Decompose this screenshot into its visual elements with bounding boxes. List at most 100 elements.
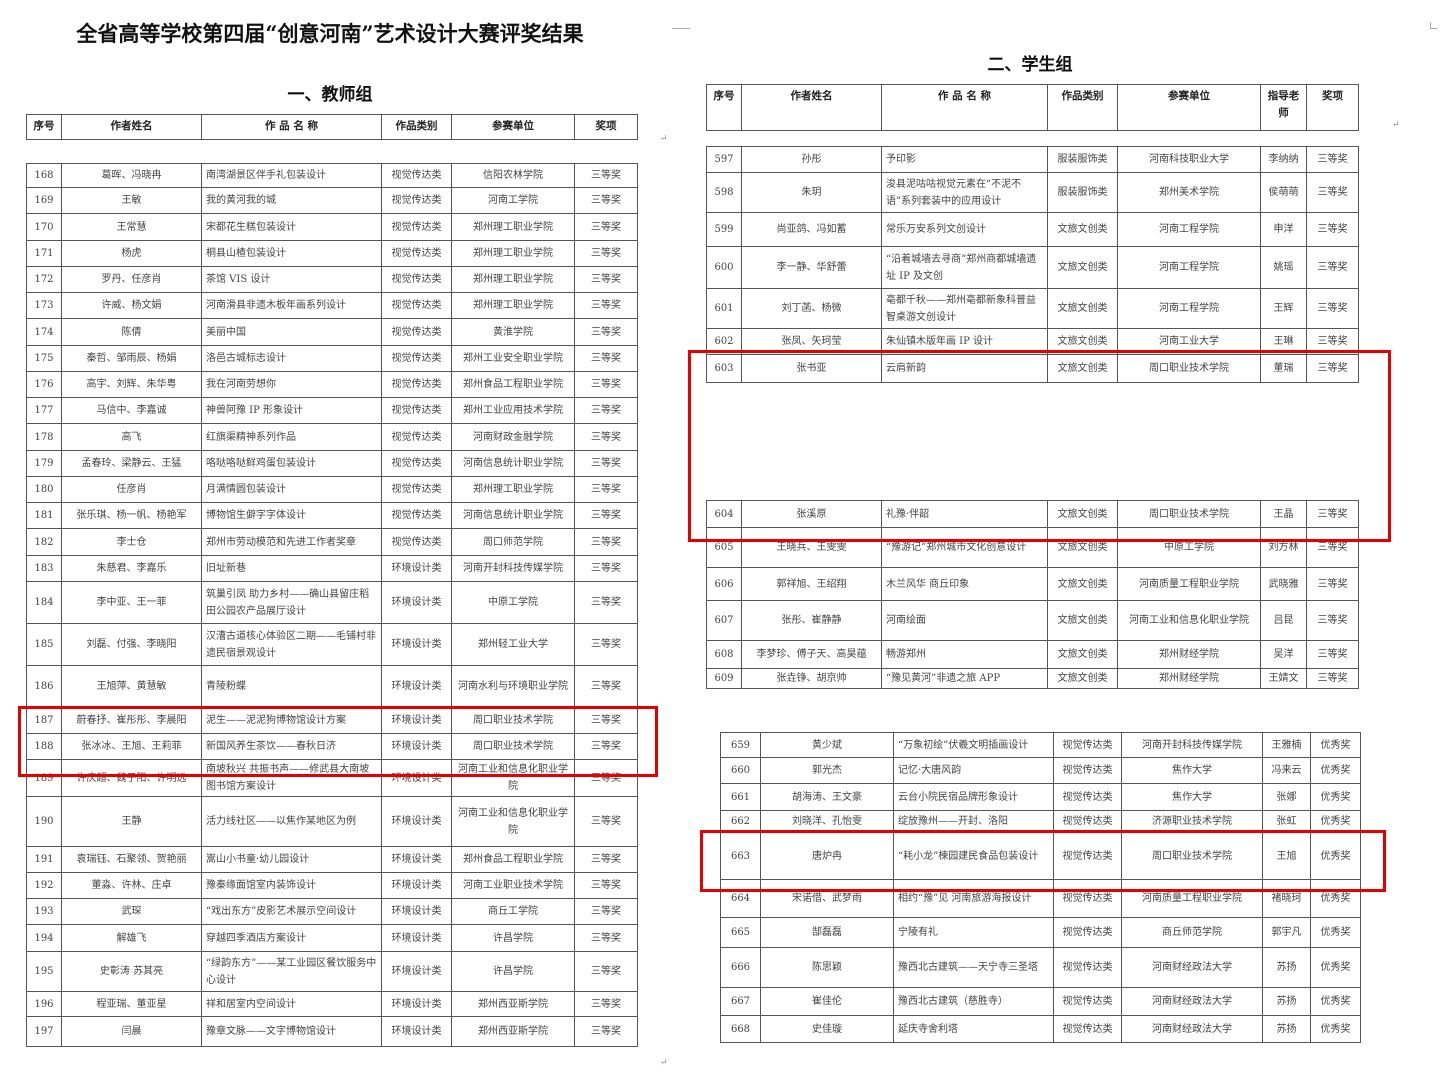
table-row: 601 刘丁菡、杨微 亳都千秋——郑州亳都新象科普益智桌游文创设计 文旅文创类 河南工程…	[706, 288, 1359, 329]
cell-number: 183	[26, 555, 62, 582]
cell-award: 三等奖	[574, 318, 638, 346]
cell-institution: 周口职业技术学院	[451, 707, 575, 734]
table-row: 193 武琛 “戏出东方”皮影艺术展示空间设计 环境设计类 商丘工学院 三等奖	[26, 898, 638, 925]
cell-category: 环境设计类	[381, 759, 452, 797]
cell-work-title: “绿韵东方”——某工业园区餐饮服务中心设计	[201, 951, 382, 992]
cell-award: 三等奖	[1306, 146, 1359, 173]
cell-institution: 周口师范学院	[451, 528, 575, 556]
column-header: 作者姓名	[61, 114, 202, 140]
cell-authors: 尚亚鸽、冯如蓄	[741, 212, 882, 247]
cell-category: 视觉传达类	[381, 345, 452, 372]
cell-work-title: “耗小龙”楝园建民食品包装设计	[893, 832, 1054, 880]
cell-institution: 郑州理工职业学院	[451, 292, 575, 319]
cell-number: 177	[26, 397, 62, 424]
cell-institution: 郑州西亚斯学院	[451, 991, 575, 1017]
cell-number: 667	[720, 987, 761, 1016]
cell-institution: 河南工业和信息化职业学院	[451, 759, 575, 797]
cell-award: 优秀奖	[1310, 783, 1361, 811]
cell-category: 视觉传达类	[381, 450, 452, 477]
table-row: 663 唐炉冉 “耗小龙”楝园建民食品包装设计 视觉传达类 周口职业技术学院 王旭 优秀奖	[720, 832, 1361, 880]
cell-institution: 中原工学院	[1117, 527, 1261, 568]
cell-work-title: 畅游郑州	[881, 640, 1048, 669]
cell-authors: 史佳璇	[760, 1015, 894, 1043]
cell-award: 三等奖	[574, 991, 638, 1017]
cell-number: 185	[26, 623, 62, 666]
cell-institution: 郑州理工职业学院	[451, 266, 575, 293]
cell-award: 三等奖	[574, 707, 638, 734]
cell-number: 609	[706, 668, 742, 689]
cell-number: 601	[706, 288, 742, 329]
cell-work-title: “豫见黄河”非遗之旅 APP	[881, 668, 1048, 689]
table-row: 661 胡海涛、王文豪 云台小院民宿品牌形象设计 视觉传达类 焦作大学 张娜 优秀奖	[720, 783, 1361, 811]
cell-award: 三等奖	[574, 1016, 638, 1047]
cell-category: 视觉传达类	[381, 213, 452, 241]
cell-authors: 闫晨	[61, 1016, 202, 1047]
cell-institution: 河南工程学院	[1117, 288, 1261, 329]
paragraph-mark: ↵	[1392, 120, 1400, 130]
student-group-heading: 二、学生组	[987, 55, 1073, 75]
cell-advisor: 苏扬	[1262, 1015, 1311, 1043]
cell-number: 666	[720, 947, 761, 988]
cell-work-title: 木兰风华 商丘印象	[881, 567, 1048, 601]
cell-work-title: 南湾湖景区伴手礼包装设计	[201, 163, 382, 188]
table-row: 175 秦哲、邹雨辰、杨娟 洛邑古城标志设计 视觉传达类 郑州工业安全职业学院 三等奖	[26, 345, 638, 372]
table-row: 187 蔚春抒、崔彤彤、李晨阳 泥生——泥泥狗博物馆设计方案 环境设计类 周口职业技术学…	[26, 707, 638, 734]
cell-category: 文旅文创类	[1047, 668, 1118, 689]
teacher-group-heading: 一、教师组	[287, 85, 373, 105]
table-row: 667 崔佳伦 豫西北古建筑（慈胜寺） 视觉传达类 河南财经政法大学 苏扬 优秀奖	[720, 987, 1361, 1016]
cell-authors: 杨虎	[61, 240, 202, 267]
cell-number: 171	[26, 240, 62, 267]
cell-institution: 河南水利与环境职业学院	[451, 665, 575, 708]
cell-work-title: 礼豫·伴韶	[881, 500, 1048, 528]
cell-number: 607	[706, 600, 742, 641]
student-results-table-excellence: 659 黄少斌 “万象初绘”伏羲文明插画设计 视觉传达类 河南开封科技传媒学院 王雅楠 优秀…	[720, 732, 1361, 1043]
cell-award: 优秀奖	[1310, 917, 1361, 948]
table-row: 180 任彦肖 月满情圆包装设计 视觉传达类 郑州理工职业学院 三等奖	[26, 476, 638, 503]
cell-award: 三等奖	[574, 187, 638, 214]
cell-work-title: 汉漕古道核心体验区二期——毛铺村非遗民宿景观设计	[201, 623, 382, 666]
cell-category: 环境设计类	[381, 1016, 452, 1047]
cell-authors: 董淼、许林、庄卓	[61, 872, 202, 899]
cell-award: 三等奖	[574, 924, 638, 952]
cell-category: 视觉传达类	[381, 318, 452, 346]
cell-advisor: 申洋	[1260, 212, 1307, 247]
cell-work-title: 洛邑古城标志设计	[201, 345, 382, 372]
cell-award: 三等奖	[574, 759, 638, 797]
cell-number: 184	[26, 581, 62, 624]
cell-authors: 罗丹、任彦肖	[61, 266, 202, 293]
cell-category: 文旅文创类	[1047, 500, 1118, 528]
cell-institution: 周口职业技术学院	[451, 733, 575, 760]
cell-award: 三等奖	[1306, 527, 1359, 568]
cell-work-title: 予印影	[881, 146, 1048, 173]
cell-category: 环境设计类	[381, 555, 452, 582]
cell-number: 187	[26, 707, 62, 734]
cell-work-title: 浚县泥咕咕视觉元素在“不泥不语”系列套装中的应用设计	[881, 172, 1048, 213]
cell-award: 优秀奖	[1310, 987, 1361, 1016]
table-row: 598 朱玥 浚县泥咕咕视觉元素在“不泥不语”系列套装中的应用设计 服装服饰类 郑州美术…	[706, 172, 1359, 213]
cell-authors: 宋诺借、武梦雨	[760, 879, 894, 918]
cell-category: 环境设计类	[381, 733, 452, 760]
cell-category: 文旅文创类	[1047, 567, 1118, 601]
cell-work-title: 桐县山楂包装设计	[201, 240, 382, 267]
table-row: 607 张彤、崔静静 河南绘面 文旅文创类 河南工业和信息化职业学院 吕昆 三等奖	[706, 600, 1359, 641]
cell-institution: 河南财经政法大学	[1121, 1015, 1263, 1043]
cell-award: 优秀奖	[1310, 757, 1361, 784]
cell-category: 视觉传达类	[381, 423, 452, 451]
cell-work-title: 咯哒咯哒鲜鸡蛋包装设计	[201, 450, 382, 477]
cell-category: 环境设计类	[381, 872, 452, 899]
cell-authors: 胡海涛、王文豪	[760, 783, 894, 811]
cell-authors: 武琛	[61, 898, 202, 925]
column-header: 作 品 名 称	[201, 114, 382, 140]
column-header: 作品类别	[381, 114, 452, 140]
cell-award: 三等奖	[574, 898, 638, 925]
table-row: 186 王旭萍、黄慧敏 青陵粉蝶 环境设计类 河南水利与环境职业学院 三等奖	[26, 665, 638, 708]
table-row: 602 张凤、矢珂莹 朱仙镇木版年画 IP 设计 文旅文创类 河南工业大学 王琳 三等奖	[706, 328, 1359, 355]
cell-category: 视觉传达类	[381, 502, 452, 529]
cell-authors: 郭光杰	[760, 757, 894, 784]
cell-institution: 河南工业和信息化职业学院	[1117, 600, 1261, 641]
cell-advisor: 王婧文	[1260, 668, 1307, 689]
cell-work-title: 云肩新韵	[881, 354, 1048, 383]
cell-award: 三等奖	[574, 292, 638, 319]
cell-award: 三等奖	[1306, 212, 1359, 247]
cell-number: 659	[720, 732, 761, 758]
